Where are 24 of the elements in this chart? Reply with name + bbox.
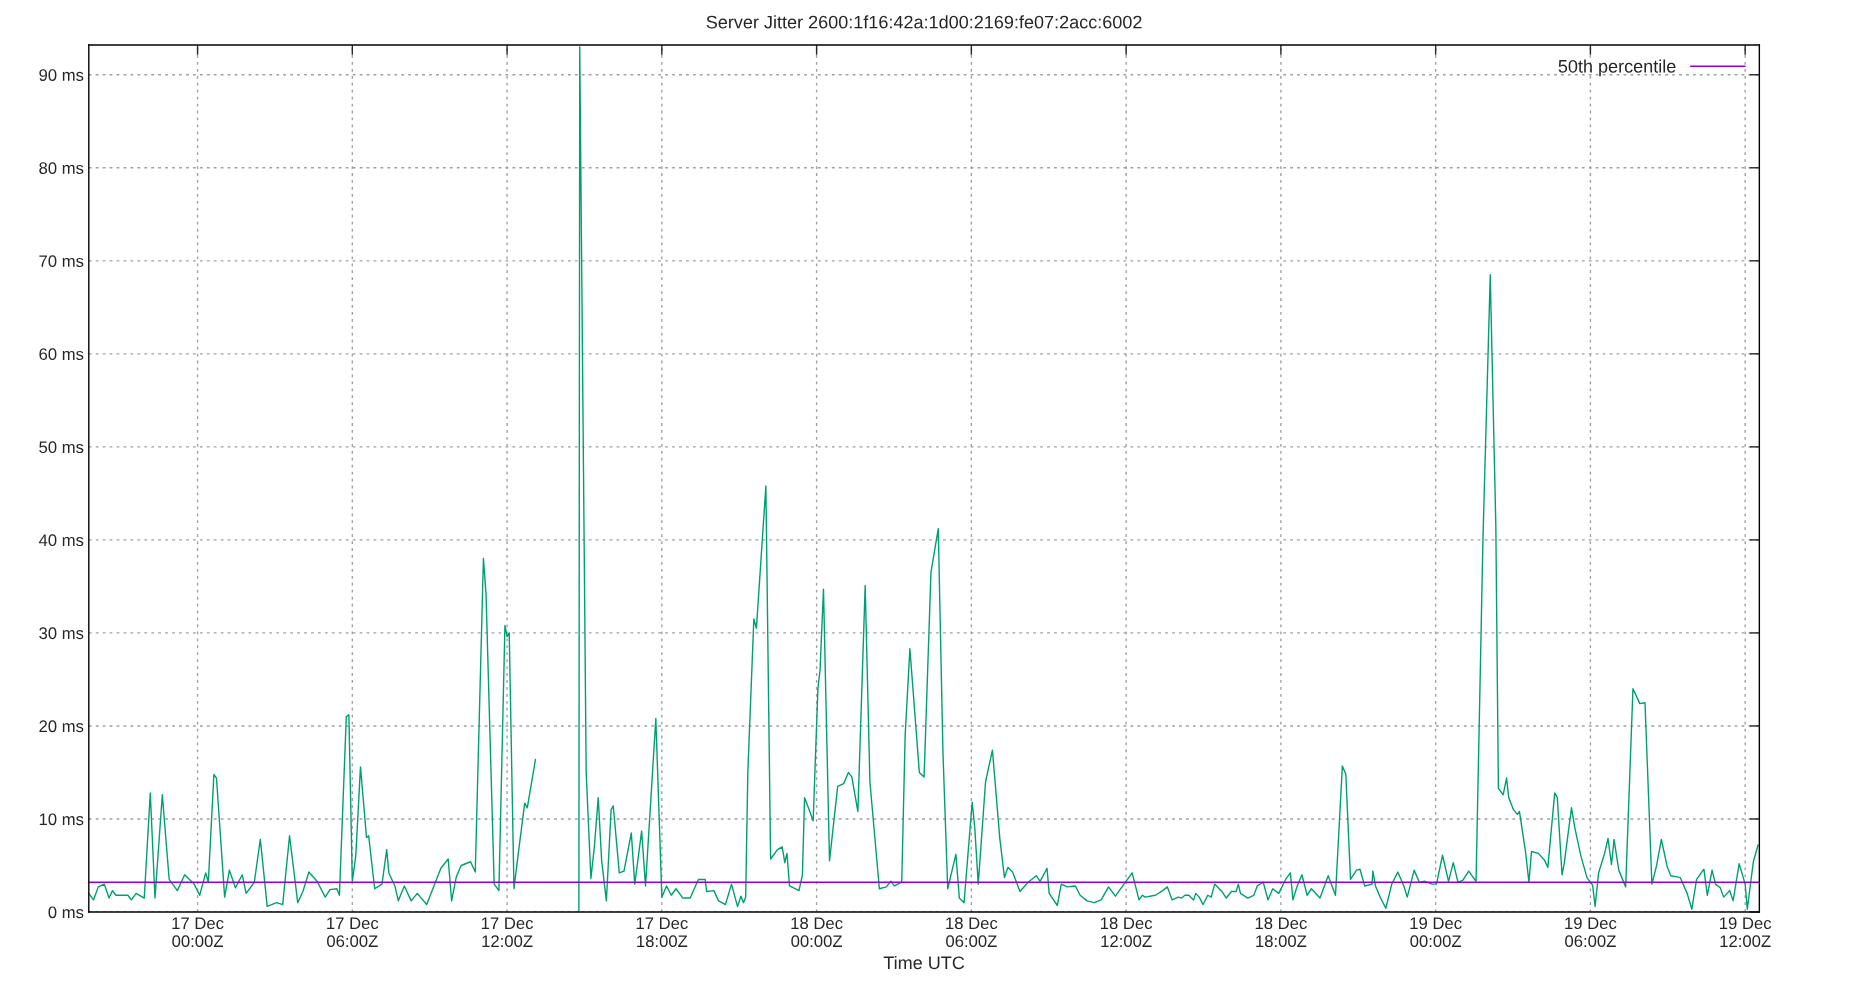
x-tick-label: 18 Dec 06:00Z bbox=[946, 917, 998, 948]
x-tick-label: 17 Dec 06:00Z bbox=[327, 917, 379, 948]
x-tick-label: 17 Dec 12:00Z bbox=[481, 917, 534, 948]
x-tick-label: 18 Dec 00:00Z bbox=[791, 917, 843, 948]
y-tick-label: 50 ms bbox=[39, 441, 84, 454]
x-tick-label: 17 Dec 00:00Z bbox=[172, 917, 224, 948]
y-tick-label: 0 ms bbox=[48, 906, 84, 919]
x-tick-label: 18 Dec 18:00Z bbox=[1255, 917, 1307, 948]
y-tick-label: 40 ms bbox=[38, 534, 84, 547]
x-tick-label: 17 Dec 18:00Z bbox=[636, 917, 688, 948]
x-tick-label: 19 Dec 12:00Z bbox=[1720, 917, 1772, 948]
x-tick-label: 19 Dec 06:00Z bbox=[1565, 917, 1617, 948]
y-tick-label: 90 ms bbox=[39, 69, 84, 81]
y-tick-label: 20 ms bbox=[39, 720, 84, 733]
y-tick-label: 70 ms bbox=[39, 255, 84, 268]
x-axis-title: Time UTC bbox=[883, 955, 965, 970]
chart-title: Server Jitter 2600:1f16:42a:1d00:2169:fe07:2acc:6002 bbox=[706, 15, 1142, 29]
y-tick-label: 10 ms bbox=[39, 813, 84, 826]
y-tick-label: 60 ms bbox=[39, 348, 84, 361]
x-tick-label: 18 Dec 12:00Z bbox=[1100, 917, 1153, 948]
y-tick-label: 80 ms bbox=[39, 162, 84, 174]
legend-label: 50th percentile bbox=[1558, 59, 1676, 77]
y-tick-label: 30 ms bbox=[39, 627, 84, 640]
x-tick-label: 19 Dec 00:00Z bbox=[1410, 917, 1462, 948]
